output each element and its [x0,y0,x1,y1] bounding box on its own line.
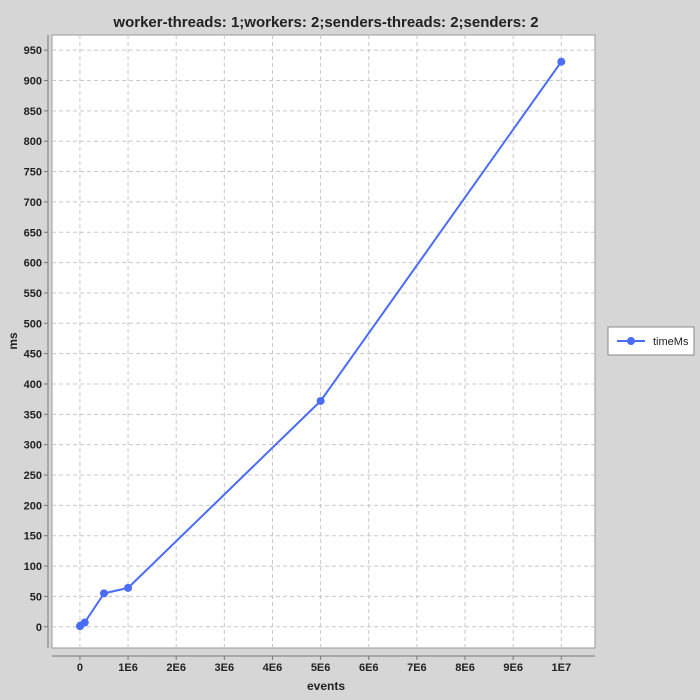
y-tick-label: 900 [24,76,42,88]
x-tick-label: 8E6 [455,662,475,674]
data-point [124,583,133,592]
x-tick-label: 0 [77,662,83,674]
y-tick-label: 350 [24,409,42,421]
plot-area [51,34,596,649]
legend-marker [627,337,635,345]
y-tick-label: 550 [24,288,42,300]
y-tick-label: 500 [24,318,42,330]
data-point [557,57,566,66]
y-tick-label: 50 [30,591,42,603]
chart-title: worker-threads: 1;workers: 2;senders-thr… [112,14,538,31]
axes: 0 50 100 150 200 250 300 350 400 450 500 550 600 650 7… [24,35,595,674]
y-tick-label: 250 [24,470,42,482]
y-tick-label: 200 [24,500,42,512]
legend-label-timems: timeMs [653,336,689,348]
data-point [99,589,108,598]
x-tick-label: 3E6 [215,662,235,674]
x-tick-label: 2E6 [166,662,186,674]
y-tick-label: 150 [24,531,42,543]
y-tick-label: 850 [24,106,42,118]
y-axis-label: ms [6,332,20,350]
x-tick-label: 7E6 [407,662,427,674]
data-point [316,396,325,405]
x-tick-label: 4E6 [263,662,283,674]
x-axis-label: events [307,679,345,693]
x-tick-label: 1E6 [118,662,138,674]
y-tick-label: 450 [24,349,42,361]
x-tick-label: 5E6 [311,662,331,674]
x-tick-label: 6E6 [359,662,379,674]
x-tick-label: 9E6 [503,662,523,674]
data-point [80,618,89,627]
x-tick-label: 1E7 [552,662,572,674]
y-tick-label: 750 [24,167,42,179]
y-tick-label: 700 [24,197,42,209]
y-tick-label: 600 [24,258,42,270]
y-tick-label: 800 [24,136,42,148]
y-tick-label: 400 [24,379,42,391]
y-tick-label: 650 [24,227,42,239]
y-tick-label: 0 [36,622,42,634]
y-tick-label: 100 [24,561,42,573]
series-timems [75,57,566,631]
y-tick-label: 950 [24,45,42,57]
y-tick-label: 300 [24,440,42,452]
legend: timeMs [607,326,695,356]
